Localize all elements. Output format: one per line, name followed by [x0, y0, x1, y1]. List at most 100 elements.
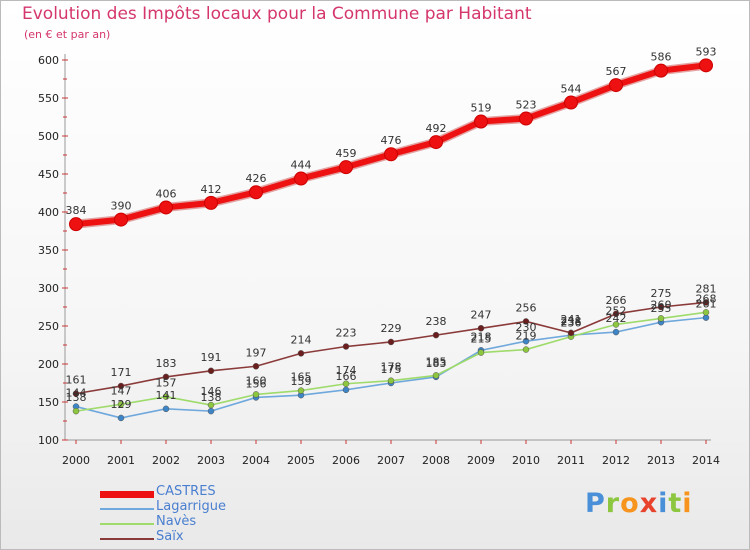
data-label-castres: 492 [426, 122, 447, 135]
x-tick-label: 2005 [287, 454, 315, 467]
x-tick-label: 2010 [512, 454, 540, 467]
data-label-lagarrigue: 238 [561, 315, 582, 328]
data-label-nav-s: 178 [381, 361, 402, 374]
data-point-lagarrigue [612, 328, 620, 336]
data-label-castres: 426 [246, 172, 267, 185]
data-label-lagarrigue: 230 [516, 321, 537, 334]
data-label-sa-x: 256 [516, 301, 537, 314]
y-tick-label: 200 [38, 358, 59, 371]
y-tick-label: 150 [38, 396, 59, 409]
data-point-castres [609, 78, 623, 93]
chart-title: Evolution des Impôts locaux pour la Comm… [22, 4, 532, 24]
logo-letter: o [620, 488, 640, 519]
data-label-lagarrigue: 141 [156, 389, 177, 402]
x-tick-label: 2007 [377, 454, 405, 467]
data-label-lagarrigue: 242 [606, 312, 627, 325]
data-label-lagarrigue: 159 [291, 375, 312, 388]
data-point-sa-x [297, 350, 305, 357]
data-point-nav-s [387, 377, 395, 384]
data-label-sa-x: 266 [606, 294, 627, 307]
data-point-castres [294, 171, 308, 186]
legend-label-castres: CASTRES [156, 484, 216, 499]
data-label-sa-x: 183 [156, 357, 177, 370]
data-label-sa-x: 275 [651, 287, 672, 300]
chart-subtitle: (en € et par an) [24, 28, 111, 41]
data-point-castres [204, 195, 218, 210]
logo-letter: i [658, 488, 669, 519]
proxiti-logo: Proxiti [585, 488, 693, 519]
data-label-sa-x: 229 [381, 322, 402, 335]
data-label-sa-x: 191 [201, 351, 222, 364]
data-point-lagarrigue [522, 337, 530, 345]
data-point-sa-x [117, 382, 125, 390]
data-point-castres [249, 185, 263, 200]
data-point-nav-s [162, 393, 170, 400]
data-label-lagarrigue: 166 [336, 370, 357, 383]
data-point-nav-s [297, 387, 305, 394]
data-label-lagarrigue: 156 [246, 377, 267, 390]
data-point-castres [339, 160, 353, 175]
x-tick-label: 2002 [152, 454, 180, 467]
data-point-castres [654, 63, 668, 78]
data-label-nav-s: 219 [516, 330, 537, 343]
data-label-sa-x: 247 [471, 308, 492, 321]
data-point-sa-x [612, 310, 620, 318]
data-point-sa-x [522, 318, 530, 325]
data-label-castres: 593 [696, 45, 717, 58]
y-tick-label: 100 [38, 434, 59, 447]
data-point-castres [114, 212, 128, 227]
x-tick-label: 2006 [332, 454, 360, 467]
y-tick-label: 300 [38, 282, 59, 295]
y-tick-label: 400 [38, 206, 59, 219]
data-label-nav-s: 157 [156, 377, 177, 390]
data-label-castres: 523 [516, 99, 537, 112]
x-tick-label: 2003 [197, 454, 225, 467]
y-tick-label: 600 [38, 54, 59, 67]
data-point-castres [384, 147, 398, 162]
legend-label-sa-x: Saïx [156, 529, 184, 544]
y-tick-label: 250 [38, 320, 59, 333]
data-point-sa-x [477, 325, 485, 332]
x-tick-label: 2009 [467, 454, 495, 467]
data-label-nav-s: 268 [696, 292, 717, 305]
y-tick-label: 350 [38, 244, 59, 257]
data-point-nav-s [252, 391, 260, 398]
data-label-sa-x: 171 [111, 366, 132, 379]
data-label-lagarrigue: 255 [651, 302, 672, 315]
data-label-nav-s: 146 [201, 385, 222, 398]
data-point-castres [519, 111, 533, 126]
data-label-sa-x: 197 [246, 346, 267, 359]
data-point-castres [699, 58, 713, 73]
data-point-lagarrigue [117, 414, 125, 422]
data-label-nav-s: 252 [606, 304, 627, 317]
x-tick-label: 2013 [647, 454, 675, 467]
data-point-nav-s [477, 349, 485, 356]
logo-letter: x [639, 488, 659, 519]
logo-letter: t [668, 488, 683, 519]
legend-swatch-nav-s [100, 523, 154, 525]
logo-letter: P [585, 488, 606, 519]
data-point-castres [474, 114, 488, 129]
data-point-sa-x [702, 299, 710, 306]
data-label-nav-s: 260 [651, 298, 672, 311]
data-point-lagarrigue [207, 407, 215, 415]
data-label-castres: 444 [291, 159, 312, 172]
x-tick-label: 2014 [692, 454, 720, 467]
data-label-castres: 390 [111, 200, 132, 213]
y-tick-label: 450 [38, 168, 59, 181]
data-label-nav-s: 147 [111, 384, 132, 397]
data-label-sa-x: 214 [291, 333, 312, 346]
logo-letter: r [605, 488, 621, 519]
x-tick-label: 2011 [557, 454, 585, 467]
data-label-lagarrigue: 218 [471, 330, 492, 343]
data-point-nav-s [432, 372, 440, 379]
data-label-sa-x: 281 [696, 282, 717, 295]
data-point-nav-s [522, 346, 530, 353]
data-label-lagarrigue: 183 [426, 357, 447, 370]
y-tick-label: 550 [38, 92, 59, 105]
data-label-lagarrigue: 261 [696, 298, 717, 311]
legend-swatch-castres [100, 491, 154, 498]
data-label-castres: 586 [651, 51, 672, 64]
data-label-castres: 519 [471, 102, 492, 115]
